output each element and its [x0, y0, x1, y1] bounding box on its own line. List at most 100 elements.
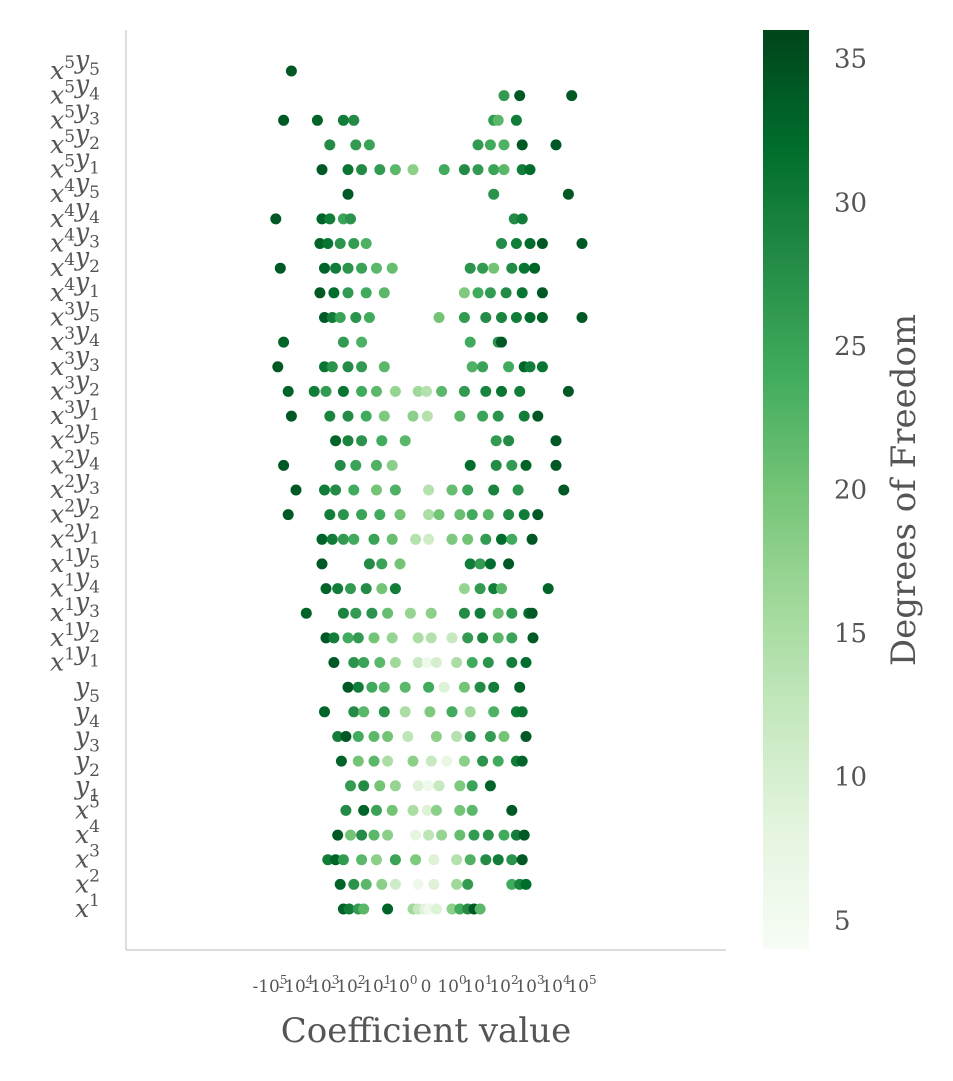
data-point	[518, 262, 530, 274]
data-point	[389, 657, 401, 668]
data-point	[438, 164, 450, 176]
data-point	[334, 878, 346, 890]
data-point	[363, 139, 375, 151]
data-point	[454, 804, 466, 816]
data-point	[274, 262, 286, 274]
data-point	[335, 755, 347, 767]
data-point	[412, 780, 424, 792]
data-point	[308, 385, 320, 397]
data-point	[536, 238, 548, 249]
data-point	[340, 731, 352, 742]
data-point	[464, 336, 476, 348]
data-point	[488, 188, 500, 200]
y-tick-label: x1	[75, 891, 100, 923]
data-point	[345, 780, 356, 792]
y-tick-label: x2y5	[50, 415, 100, 455]
data-point	[423, 903, 435, 915]
data-point	[389, 164, 401, 176]
y-tick-label: x1y1	[50, 637, 100, 677]
data-point	[389, 854, 401, 866]
data-point	[472, 287, 484, 299]
data-point	[342, 188, 354, 200]
data-point	[319, 706, 330, 718]
data-point	[508, 213, 520, 225]
data-point	[506, 632, 518, 644]
data-point	[410, 854, 422, 866]
data-point	[399, 706, 411, 718]
colorbar-tick-label: 25	[834, 332, 867, 362]
data-point	[348, 114, 360, 126]
data-point	[482, 509, 494, 521]
data-point	[316, 533, 328, 545]
data-point	[503, 509, 515, 521]
data-point	[376, 583, 388, 595]
data-point	[352, 681, 364, 693]
data-point	[348, 533, 360, 545]
y-tick-label: x1y3	[50, 587, 100, 627]
data-point	[526, 607, 538, 619]
data-point	[311, 114, 323, 126]
data-point	[360, 583, 372, 595]
y-tick-label: x5	[75, 792, 100, 824]
data-point	[363, 558, 375, 570]
data-point	[446, 484, 458, 496]
data-point	[350, 459, 362, 471]
data-point	[482, 657, 494, 668]
data-point	[516, 287, 528, 299]
data-point	[360, 410, 372, 422]
data-point	[330, 262, 342, 274]
data-point	[510, 312, 522, 323]
data-point	[374, 164, 386, 176]
data-point	[423, 681, 435, 693]
data-point	[524, 238, 536, 249]
y-tick-label: x5y2	[50, 119, 100, 159]
data-point	[423, 829, 435, 841]
data-point	[360, 287, 372, 299]
data-point	[430, 657, 442, 668]
data-point	[350, 139, 362, 151]
data-point	[358, 706, 370, 718]
data-point	[438, 681, 450, 693]
y-tick-label: x4y4	[50, 193, 100, 233]
x-tick-label: -102	[330, 973, 365, 997]
data-point	[532, 509, 544, 521]
y-tick-label: x4y3	[50, 218, 100, 258]
data-point	[352, 731, 364, 742]
y-tick-label: x3	[75, 842, 100, 874]
data-point	[345, 583, 356, 595]
data-point	[337, 336, 349, 348]
data-point	[466, 804, 478, 816]
data-point	[524, 312, 536, 323]
data-point	[356, 854, 368, 866]
data-point	[371, 804, 382, 816]
data-point	[348, 484, 360, 496]
data-point	[371, 854, 382, 866]
data-point	[466, 509, 478, 521]
data-point	[352, 632, 364, 644]
colorbar-gradient	[763, 30, 809, 949]
data-point	[516, 164, 528, 176]
data-point	[477, 262, 489, 274]
data-point	[330, 435, 342, 447]
x-tick-label: 103	[515, 973, 544, 997]
data-point	[300, 607, 312, 619]
data-point	[518, 410, 530, 422]
colorbar-tick-labels: 5 10 15 20 25 30 35	[834, 45, 867, 937]
data-point	[506, 657, 518, 668]
data-point	[480, 385, 492, 397]
data-point	[474, 558, 486, 570]
data-point	[480, 533, 492, 545]
data-point	[514, 90, 526, 102]
data-point	[368, 755, 380, 767]
data-point	[492, 114, 504, 126]
data-point	[423, 780, 435, 792]
data-point	[488, 164, 500, 176]
y-tick-label: x4y2	[50, 242, 100, 282]
data-point	[285, 410, 297, 422]
data-point	[503, 558, 515, 570]
data-point	[404, 607, 416, 619]
data-point	[402, 731, 414, 742]
data-point	[433, 509, 445, 521]
y-tick-label: x1y4	[50, 563, 100, 603]
data-point	[514, 681, 526, 693]
